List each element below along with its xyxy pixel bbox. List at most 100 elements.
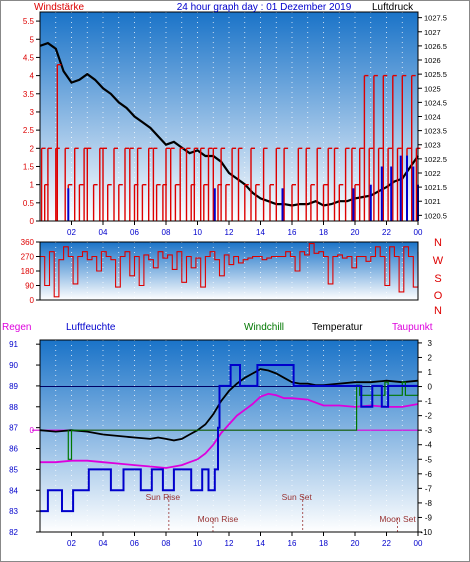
wind-axis-tick-label: 4.5 xyxy=(23,53,35,62)
humidity-line xyxy=(40,364,418,513)
temp-x-tick-label: 08 xyxy=(162,539,171,548)
temperature-axis-tick-label: -2 xyxy=(425,412,433,421)
temp-x-tick-label: 04 xyxy=(99,539,108,548)
wind-axis-tick-label: 3.5 xyxy=(23,90,35,99)
direction-axis-tick-label: 90 xyxy=(25,282,34,291)
humidity-legend-label: Luftfeuchte xyxy=(66,322,116,333)
rain-zero-label: 0 xyxy=(30,426,35,435)
humidity-axis-tick-label: 86 xyxy=(9,445,18,454)
temperature-axis-tick-label: 3 xyxy=(428,339,433,348)
temperature-axis-tick-label: -7 xyxy=(425,484,433,493)
pressure-axis-tick-label: 1022.5 xyxy=(424,155,447,164)
temperature-axis-tick-label: -1 xyxy=(425,397,433,406)
pressure-axis-tick-label: 1026 xyxy=(424,56,441,65)
humidity-axis-tick-label: 89 xyxy=(9,382,18,391)
sun-moon-annotation: Sun Set xyxy=(282,492,313,502)
sun-moon-annotation: Sun Rise xyxy=(146,492,181,502)
compass-label: N xyxy=(434,237,442,249)
pressure-axis-tick-label: 1020.5 xyxy=(424,211,447,220)
humidity-axis-tick-label: 87 xyxy=(9,424,18,433)
wind-axis-label: Windstärke xyxy=(34,2,84,13)
pressure-axis-tick-label: 1021 xyxy=(424,197,441,206)
temperature-axis-tick-label: 0 xyxy=(428,383,433,392)
direction-axis-tick-label: 360 xyxy=(21,238,35,247)
wind-axis-tick-label: 0 xyxy=(30,217,35,226)
temp-x-tick-label: 02 xyxy=(67,539,76,548)
temp-x-tick-label: 16 xyxy=(288,539,297,548)
temperature-axis-tick-label: -8 xyxy=(425,499,433,508)
wind-axis-tick-label: 2 xyxy=(30,144,35,153)
dewpoint-legend-label: Taupunkt xyxy=(392,322,433,333)
pressure-axis-tick-label: 1022 xyxy=(424,169,441,178)
pressure-axis-tick-label: 1024.5 xyxy=(424,98,447,107)
temp-x-tick-label: 14 xyxy=(256,539,265,548)
temperature-axis-tick-label: -3 xyxy=(425,426,433,435)
wind-x-tick-label: 22 xyxy=(382,228,391,237)
humidity-axis-tick-label: 90 xyxy=(9,361,18,370)
wind-x-tick-label: 10 xyxy=(193,228,202,237)
sun-moon-annotation: Moon Rise xyxy=(198,514,239,524)
temperature-axis-tick-label: -5 xyxy=(425,455,433,464)
humidity-axis-tick-label: 83 xyxy=(9,507,18,516)
pressure-axis-tick-label: 1027 xyxy=(424,28,441,37)
wind-x-tick-label: 20 xyxy=(351,228,360,237)
wind-axis-tick-label: 0.5 xyxy=(23,199,35,208)
temp-x-tick-label: 06 xyxy=(130,539,139,548)
pressure-axis-tick-label: 1024 xyxy=(424,113,441,122)
wind-x-tick-label: 16 xyxy=(288,228,297,237)
wind-axis-tick-label: 2.5 xyxy=(23,126,35,135)
sun-moon-annotation: Moon Set xyxy=(379,514,416,524)
temperature-axis-tick-label: -6 xyxy=(425,470,433,479)
wind-x-tick-label: 02 xyxy=(67,228,76,237)
humidity-axis-tick-label: 91 xyxy=(9,340,18,349)
direction-axis-tick-label: 270 xyxy=(21,253,35,262)
temperature-line xyxy=(39,368,419,442)
pressure-axis-tick-label: 1023 xyxy=(424,141,441,150)
pressure-axis-tick-label: 1025 xyxy=(424,84,441,93)
temp-x-tick-label: 18 xyxy=(319,539,328,548)
pressure-axis-tick-label: 1023.5 xyxy=(424,127,447,136)
compass-label: S xyxy=(434,273,441,285)
compass-label: W xyxy=(433,255,444,267)
wind-axis-tick-label: 5.5 xyxy=(23,17,35,26)
wind-pressure-plot-background xyxy=(40,12,418,221)
wind-x-tick-label: 00 xyxy=(414,228,423,237)
windchill-line xyxy=(67,380,419,460)
humidity-axis-tick-label: 82 xyxy=(9,528,18,537)
pressure-axis-label: Luftdruck xyxy=(372,2,414,13)
temperature-axis-tick-label: 1 xyxy=(428,368,433,377)
compass-label: N xyxy=(434,305,442,317)
wind-axis-tick-label: 4 xyxy=(30,72,35,81)
temperature-axis-tick-label: -10 xyxy=(420,528,432,537)
temperature-axis-tick-label: -9 xyxy=(425,513,433,522)
windchill-legend-label: Windchill xyxy=(244,322,284,333)
humidity-axis-tick-label: 88 xyxy=(9,403,18,412)
wind-x-tick-label: 18 xyxy=(319,228,328,237)
wind-x-tick-label: 08 xyxy=(162,228,171,237)
pressure-axis-tick-label: 1026.5 xyxy=(424,42,447,51)
temperature-axis-tick-label: -4 xyxy=(425,441,433,450)
wind-axis-tick-label: 1.5 xyxy=(23,162,35,171)
direction-axis-tick-label: 180 xyxy=(21,267,35,276)
wind-axis-tick-label: 3 xyxy=(30,108,35,117)
temp-x-tick-label: 20 xyxy=(351,539,360,548)
wind-axis-tick-label: 1 xyxy=(30,181,35,190)
temp-x-tick-label: 22 xyxy=(382,539,391,548)
temp-x-tick-label: 10 xyxy=(193,539,202,548)
wind-x-tick-label: 04 xyxy=(99,228,108,237)
dewpoint-line xyxy=(40,392,419,469)
temp-x-tick-label: 12 xyxy=(225,539,234,548)
pressure-axis-tick-label: 1025.5 xyxy=(424,70,447,79)
compass-label: O xyxy=(434,290,443,302)
temperature-axis-tick-label: 2 xyxy=(428,353,433,362)
rain-legend-label: Regen xyxy=(2,322,31,333)
pressure-axis-tick-label: 1021.5 xyxy=(424,183,447,192)
wind-x-tick-label: 12 xyxy=(225,228,234,237)
wind-x-tick-label: 06 xyxy=(130,228,139,237)
temperature-legend-label: Temperatur xyxy=(312,322,363,333)
wind-axis-tick-label: 5 xyxy=(30,35,35,44)
pressure-axis-tick-label: 1027.5 xyxy=(424,14,447,23)
wind-x-tick-label: 14 xyxy=(256,228,265,237)
